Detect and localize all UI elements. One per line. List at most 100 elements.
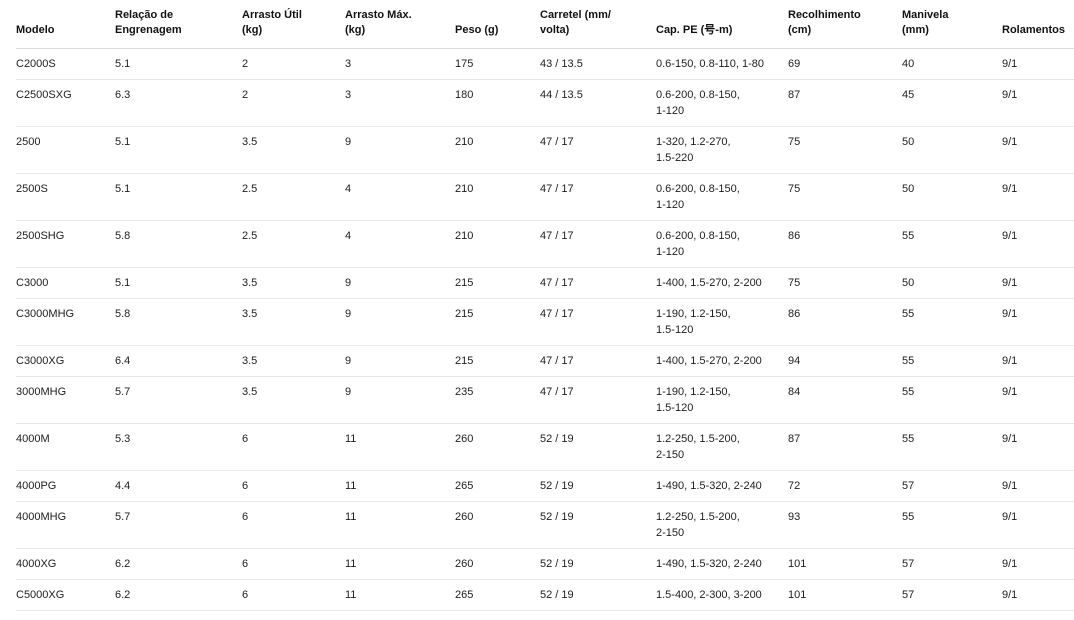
- cell-carretel: 47 / 17: [540, 376, 656, 424]
- cell-modelo: C5000XG: [16, 579, 115, 611]
- cell-cap_pe: 1-320, 1.2-270, 1.5-220: [656, 126, 788, 174]
- cell-arrasto_max: 4: [345, 173, 455, 221]
- cell-recolhimento: 69: [788, 48, 902, 80]
- cell-cap_pe: 1-490, 1.5-320, 2-240: [656, 548, 788, 580]
- cell-rolamentos: 9/1: [1002, 267, 1074, 299]
- cell-cap_pe: 0.6-200, 0.8-150, 1-120: [656, 79, 788, 127]
- cell-relacao: 5.1: [115, 48, 242, 80]
- cell-rolamentos: 9/1: [1002, 126, 1074, 174]
- table-row: C3000XG 6.4 3.5 9 215 47 / 17 1-400, 1.5-270, …: [16, 345, 1074, 377]
- cell-arrasto_util: 3.5: [242, 345, 345, 377]
- cell-manivela: 57: [902, 548, 1002, 580]
- column-header-manivela: Manivela (mm): [902, 0, 1002, 49]
- cell-cap_pe: 0.6-200, 0.8-150, 1-120: [656, 173, 788, 221]
- cell-manivela: 50: [902, 267, 1002, 299]
- cell-relacao: 6.4: [115, 345, 242, 377]
- cell-peso: 180: [455, 79, 540, 127]
- cell-cap_pe: 0.6-200, 0.8-150, 1-120: [656, 220, 788, 268]
- table-row: 4000MHG 5.7 6 11 260 52 / 19 1.2-250, 1.5-200,…: [16, 501, 1074, 549]
- cell-relacao: 5.3: [115, 423, 242, 471]
- cell-modelo: 2500SHG: [16, 220, 115, 268]
- cell-cap_pe: 1.5-400, 2-300, 3-200: [656, 579, 788, 611]
- cell-peso: 260: [455, 548, 540, 580]
- cell-recolhimento: 75: [788, 267, 902, 299]
- cell-arrasto_max: 3: [345, 79, 455, 127]
- cell-arrasto_max: 11: [345, 548, 455, 580]
- column-header-peso: Peso (g): [455, 0, 540, 49]
- cell-relacao: 5.8: [115, 298, 242, 346]
- column-header-arrasto_util: Arrasto Útil (kg): [242, 0, 345, 49]
- cell-rolamentos: 9/1: [1002, 220, 1074, 268]
- cell-modelo: C3000: [16, 267, 115, 299]
- cell-modelo: 3000MHG: [16, 376, 115, 424]
- cell-recolhimento: 94: [788, 345, 902, 377]
- column-header-relacao: Relação de Engrenagem: [115, 0, 242, 49]
- table-header-row: Modelo Relação de Engrenagem Arrasto Útil …: [16, 0, 1074, 49]
- table-row: 4000XG 6.2 6 11 260 52 / 19 1-490, 1.5-320, 2-…: [16, 548, 1074, 580]
- cell-manivela: 55: [902, 298, 1002, 346]
- cell-cap_pe: 1-490, 1.5-320, 2-240: [656, 470, 788, 502]
- table-row: 3000MHG 5.7 3.5 9 235 47 / 17 1-190, 1.2-150, …: [16, 376, 1074, 424]
- cell-cap_pe: 1-400, 1.5-270, 2-200: [656, 267, 788, 299]
- cell-manivela: 57: [902, 579, 1002, 611]
- cell-arrasto_util: 3.5: [242, 298, 345, 346]
- table-row: C2500SXG 6.3 2 3 180 44 / 13.5 0.6-200, 0.8-15…: [16, 79, 1074, 127]
- cell-manivela: 55: [902, 376, 1002, 424]
- cell-arrasto_max: 11: [345, 470, 455, 502]
- table-row: C3000 5.1 3.5 9 215 47 / 17 1-400, 1.5-270, 2-…: [16, 267, 1074, 299]
- cell-arrasto_max: 11: [345, 423, 455, 471]
- cell-rolamentos: 9/1: [1002, 298, 1074, 346]
- cell-arrasto_util: 6: [242, 579, 345, 611]
- cell-cap_pe: 0.6-150, 0.8-110, 1-80: [656, 48, 788, 80]
- column-header-modelo: Modelo: [16, 0, 115, 49]
- cell-relacao: 6.3: [115, 79, 242, 127]
- cell-peso: 215: [455, 298, 540, 346]
- cell-modelo: 4000PG: [16, 470, 115, 502]
- column-header-recolhimento: Recolhimento (cm): [788, 0, 902, 49]
- table-row: C5000XG 6.2 6 11 265 52 / 19 1.5-400, 2-300, 3…: [16, 579, 1074, 611]
- column-header-carretel: Carretel (mm/ volta): [540, 0, 656, 49]
- cell-carretel: 47 / 17: [540, 173, 656, 221]
- cell-carretel: 47 / 17: [540, 126, 656, 174]
- cell-arrasto_max: 4: [345, 220, 455, 268]
- cell-peso: 210: [455, 126, 540, 174]
- cell-rolamentos: 9/1: [1002, 501, 1074, 549]
- cell-peso: 260: [455, 501, 540, 549]
- cell-carretel: 52 / 19: [540, 470, 656, 502]
- cell-cap_pe: 1.2-250, 1.5-200, 2-150: [656, 501, 788, 549]
- cell-recolhimento: 101: [788, 548, 902, 580]
- cell-manivela: 50: [902, 126, 1002, 174]
- cell-arrasto_util: 3.5: [242, 126, 345, 174]
- column-header-cap_pe: Cap. PE (号-m): [656, 0, 788, 49]
- cell-modelo: C2500SXG: [16, 79, 115, 127]
- cell-arrasto_util: 6: [242, 501, 345, 549]
- cell-carretel: 47 / 17: [540, 267, 656, 299]
- cell-arrasto_util: 6: [242, 548, 345, 580]
- cell-arrasto_max: 9: [345, 376, 455, 424]
- cell-arrasto_max: 9: [345, 298, 455, 346]
- cell-relacao: 6.2: [115, 548, 242, 580]
- cell-rolamentos: 9/1: [1002, 79, 1074, 127]
- cell-relacao: 5.8: [115, 220, 242, 268]
- table-row: 4000M 5.3 6 11 260 52 / 19 1.2-250, 1.5-200, 2…: [16, 423, 1074, 471]
- cell-peso: 260: [455, 423, 540, 471]
- cell-carretel: 47 / 17: [540, 345, 656, 377]
- cell-modelo: 4000XG: [16, 548, 115, 580]
- table-row: 2500S 5.1 2.5 4 210 47 / 17 0.6-200, 0.8-150, …: [16, 173, 1074, 221]
- cell-arrasto_max: 9: [345, 345, 455, 377]
- table-row: 4000PG 4.4 6 11 265 52 / 19 1-490, 1.5-320, 2-…: [16, 470, 1074, 502]
- cell-relacao: 5.1: [115, 126, 242, 174]
- cell-rolamentos: 9/1: [1002, 376, 1074, 424]
- cell-recolhimento: 72: [788, 470, 902, 502]
- cell-peso: 210: [455, 173, 540, 221]
- column-header-arrasto_max: Arrasto Máx. (kg): [345, 0, 455, 49]
- cell-arrasto_util: 3.5: [242, 376, 345, 424]
- cell-cap_pe: 1-190, 1.2-150, 1.5-120: [656, 376, 788, 424]
- cell-modelo: 4000M: [16, 423, 115, 471]
- cell-modelo: 2500: [16, 126, 115, 174]
- cell-recolhimento: 101: [788, 579, 902, 611]
- cell-manivela: 45: [902, 79, 1002, 127]
- cell-arrasto_max: 11: [345, 579, 455, 611]
- cell-peso: 215: [455, 345, 540, 377]
